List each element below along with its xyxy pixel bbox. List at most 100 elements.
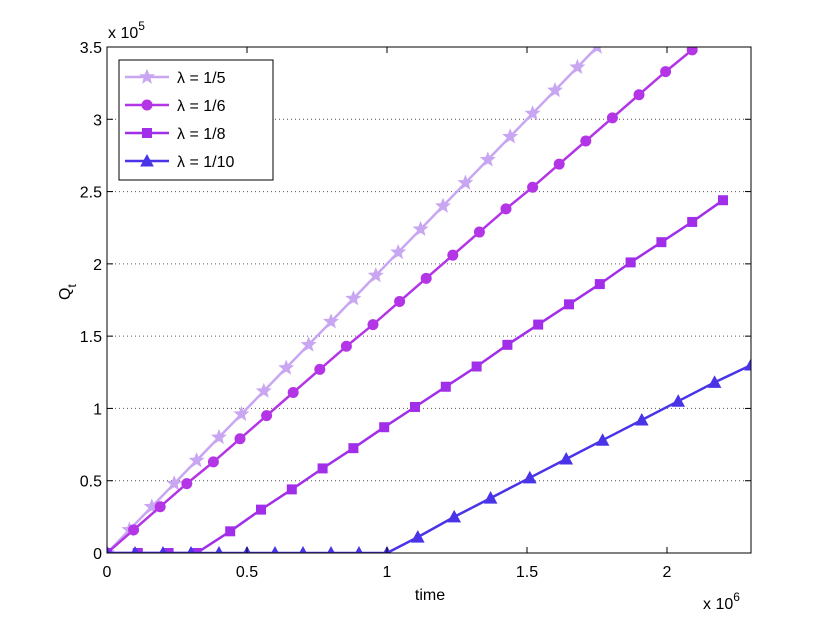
legend-label: λ = 1/5	[177, 70, 226, 87]
marker	[502, 128, 519, 144]
marker	[348, 443, 359, 454]
marker	[225, 526, 236, 537]
marker	[471, 361, 482, 372]
marker	[553, 158, 565, 170]
marker	[410, 401, 420, 412]
marker	[479, 151, 496, 167]
marker	[707, 375, 722, 388]
marker	[412, 220, 429, 236]
y-tick-label: 1	[93, 401, 102, 418]
marker	[718, 195, 728, 206]
marker	[410, 530, 425, 543]
marker	[533, 319, 544, 330]
marker	[163, 548, 174, 553]
marker	[559, 451, 574, 465]
marker	[447, 509, 462, 523]
marker	[367, 319, 379, 331]
marker	[671, 394, 686, 407]
marker	[687, 216, 698, 227]
legend-label: λ = 1/10	[177, 154, 234, 171]
legend-marker	[140, 153, 154, 167]
marker	[524, 105, 541, 121]
marker	[457, 174, 474, 190]
marker	[207, 456, 219, 468]
marker	[625, 257, 636, 268]
marker	[502, 339, 513, 350]
marker	[527, 181, 539, 193]
marker	[345, 290, 362, 306]
marker	[188, 452, 205, 468]
x-tick-label: 0.5	[236, 564, 258, 581]
marker	[660, 66, 672, 78]
x-multiplier-exponent: 6	[733, 590, 740, 604]
marker	[580, 135, 592, 147]
marker	[210, 428, 228, 445]
y-tick-label: 3	[93, 112, 102, 129]
y-tick-label: 2	[93, 257, 102, 274]
marker	[546, 82, 564, 98]
marker	[278, 359, 295, 375]
marker	[594, 279, 605, 290]
marker	[606, 112, 618, 124]
marker	[154, 501, 166, 513]
legend-label: λ = 1/8	[177, 126, 226, 143]
legend-label: λ = 1/6	[177, 98, 226, 115]
marker	[128, 524, 140, 536]
legend-marker	[141, 99, 153, 111]
marker	[317, 463, 328, 474]
marker	[447, 249, 459, 261]
marker	[473, 226, 485, 238]
y-tick-label: 3.5	[80, 40, 102, 57]
series-line	[107, 363, 751, 553]
marker	[132, 548, 143, 553]
marker	[440, 381, 451, 392]
marker	[633, 89, 645, 101]
y-label-subscript: t	[65, 284, 79, 288]
x-multiplier: x 106	[703, 590, 740, 613]
y-axis-label: Qt	[57, 284, 79, 300]
marker	[522, 470, 537, 484]
marker	[234, 433, 246, 445]
marker	[686, 47, 698, 56]
marker	[255, 382, 272, 398]
marker	[483, 491, 498, 504]
marker	[394, 295, 406, 307]
marker	[634, 412, 649, 426]
y-tick-label: 2.5	[80, 185, 102, 202]
marker	[367, 267, 384, 283]
x-tick-label: 2	[663, 564, 672, 581]
legend-marker	[138, 68, 156, 84]
legend-marker	[142, 128, 152, 138]
x-tick-label: 0	[103, 564, 112, 581]
marker	[592, 47, 602, 54]
marker	[191, 548, 202, 553]
marker	[256, 504, 266, 515]
marker	[420, 272, 432, 284]
x-axis-label: time	[415, 587, 445, 604]
marker	[564, 299, 574, 310]
marker	[314, 363, 326, 375]
marker	[569, 58, 586, 75]
y-tick-label: 0.5	[80, 474, 102, 491]
x-tick-label: 1.5	[516, 564, 538, 581]
marker	[166, 475, 183, 491]
marker	[286, 484, 297, 495]
x-multiplier-base: x 10	[703, 596, 733, 613]
marker	[233, 405, 250, 422]
y-label-main: Q	[57, 288, 74, 300]
y-tick-label: 0	[93, 546, 102, 563]
y-tick-label: 1.5	[80, 329, 102, 346]
x-tick-label: 1	[383, 564, 392, 581]
axes-frame	[106, 46, 752, 554]
marker	[181, 478, 193, 490]
marker	[379, 422, 390, 433]
y-multiplier-exponent: 5	[138, 19, 145, 33]
marker	[390, 243, 407, 260]
y-multiplier: x 105	[108, 19, 145, 42]
marker	[500, 203, 512, 215]
marker	[322, 313, 340, 329]
marker	[300, 336, 317, 352]
marker	[287, 387, 299, 399]
marker	[595, 433, 610, 446]
